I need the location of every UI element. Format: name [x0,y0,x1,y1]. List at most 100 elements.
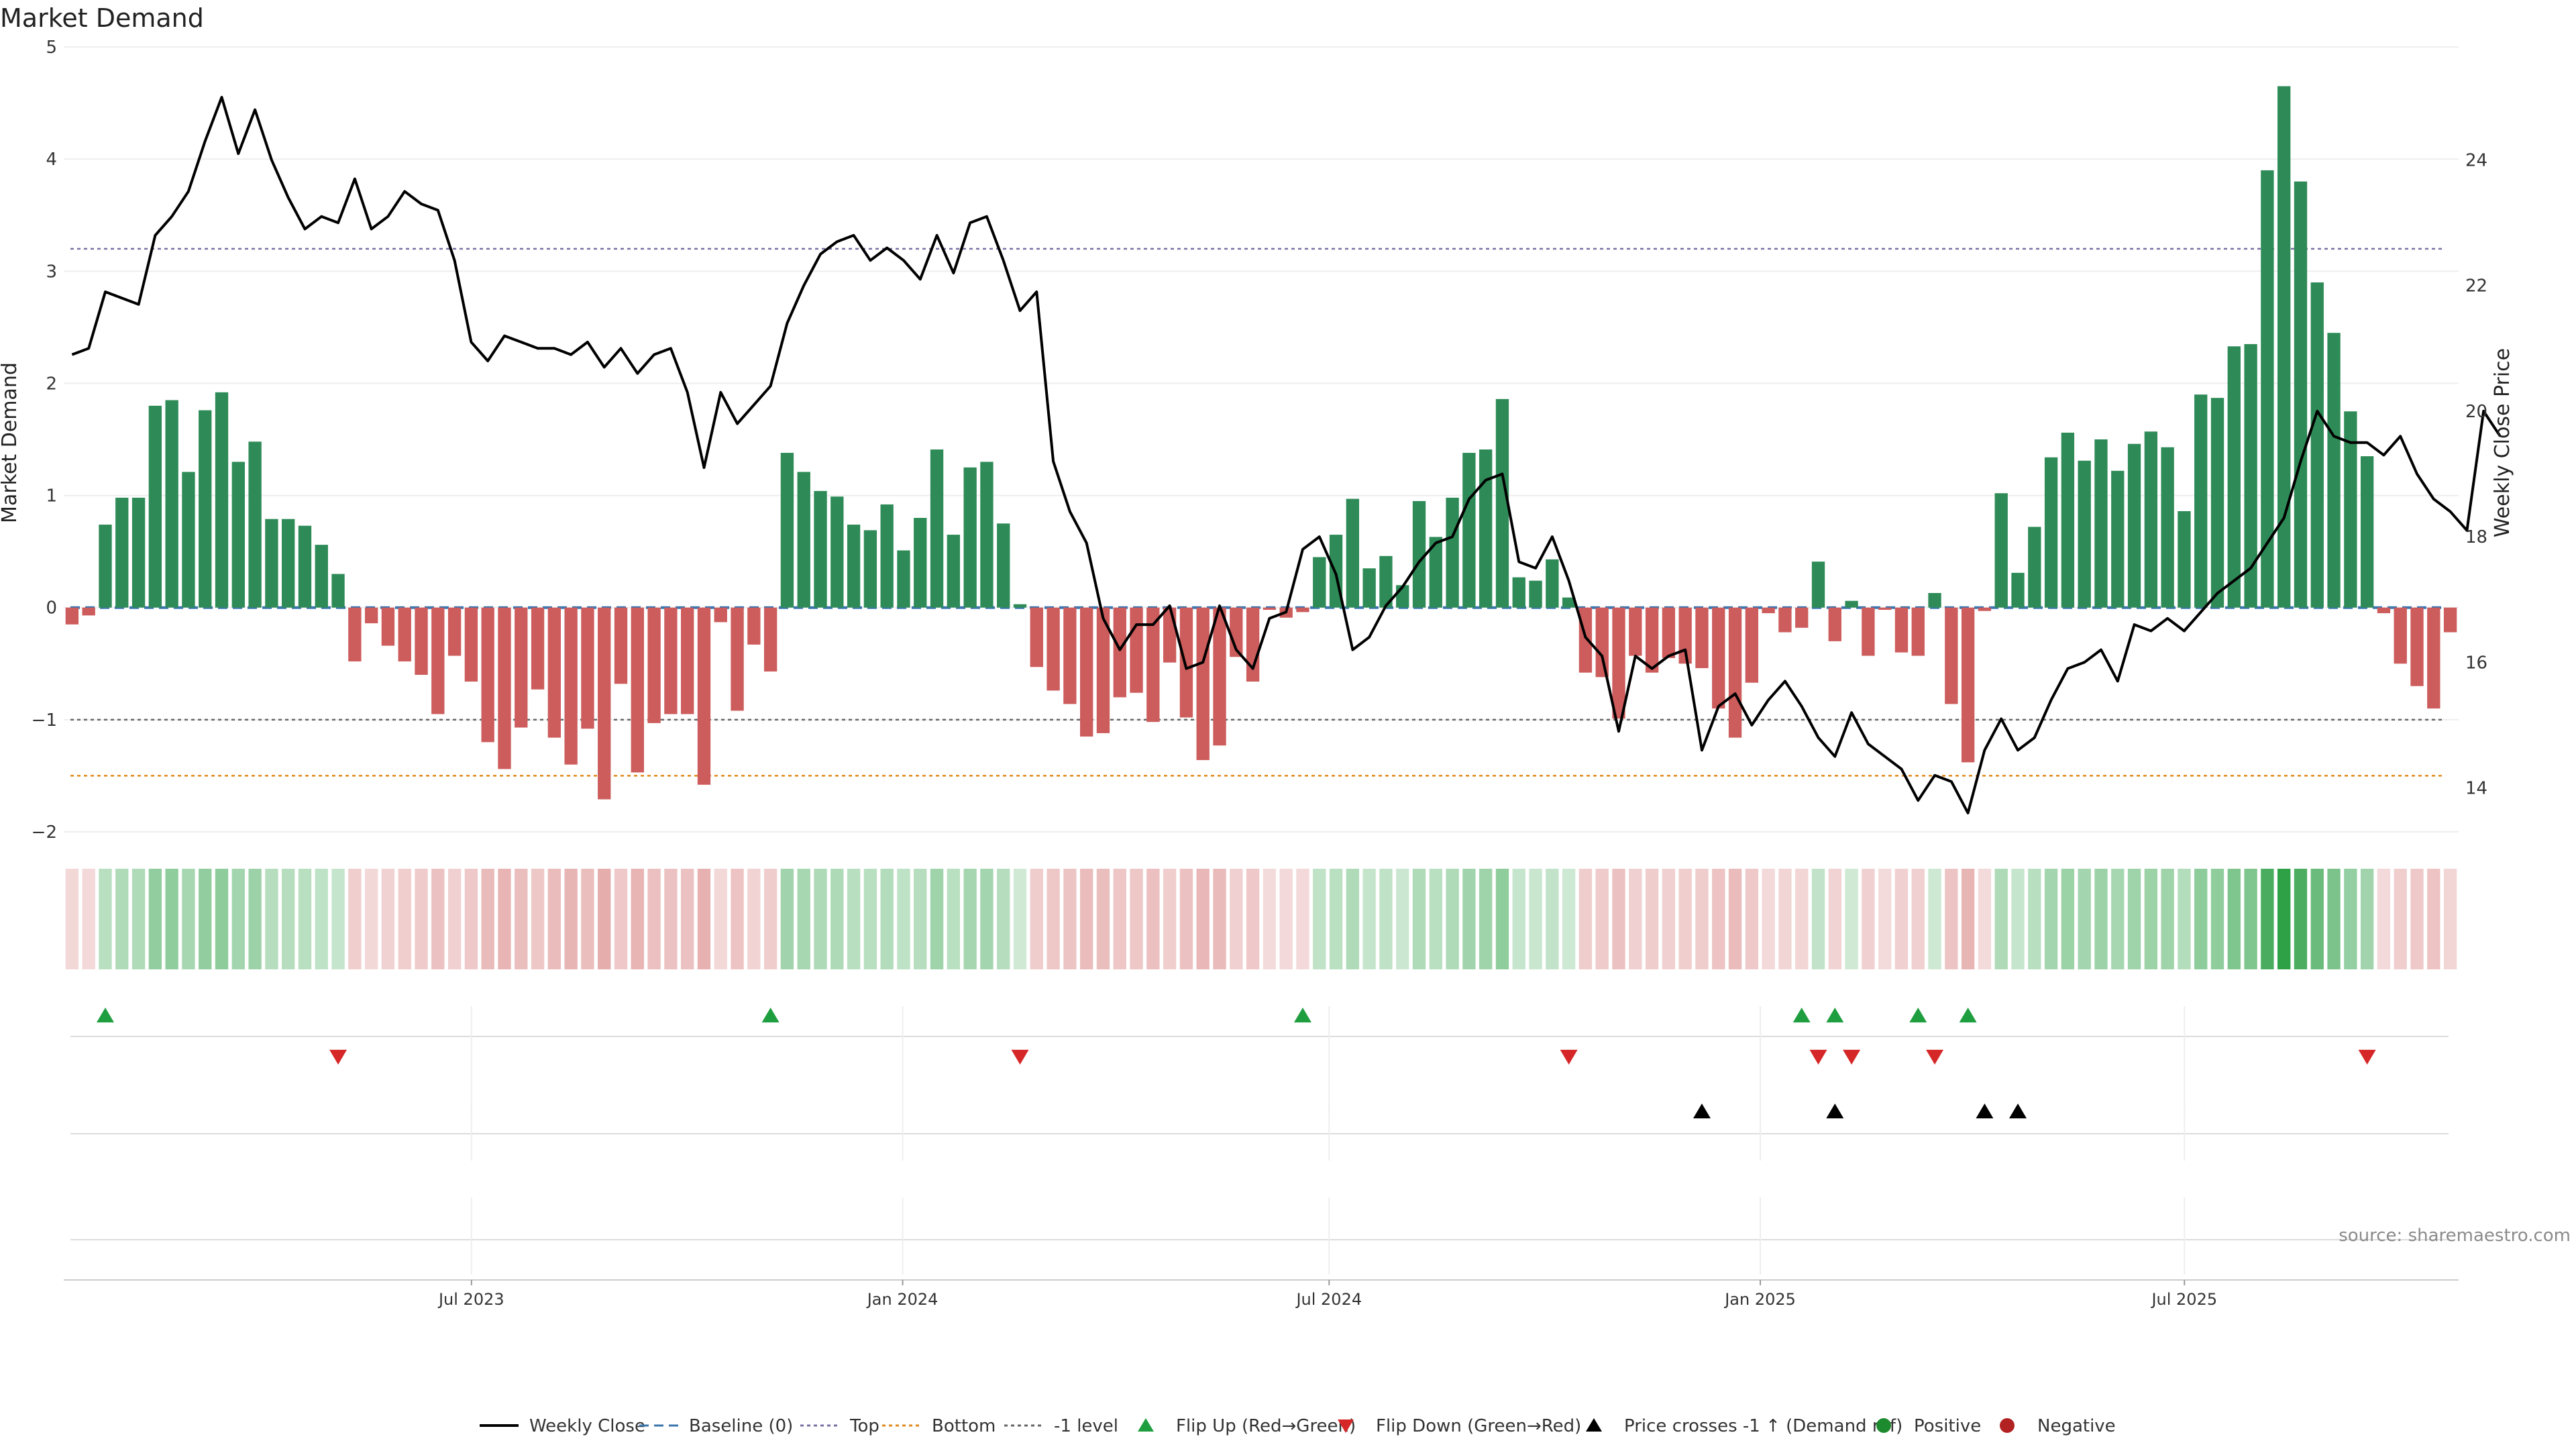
y2-axis-label: Weekly Close Price [2491,348,2514,537]
demand-bar [1246,607,1260,682]
demand-bar [1495,398,1509,608]
heat-cell [1429,869,1442,969]
heat-cell [664,869,678,969]
legend-label: Weekly Close [529,1416,645,1436]
flip-up-marker [1826,1008,1844,1023]
heat-cell [65,869,79,969]
heat-cell [2360,869,2374,969]
heat-cell [681,869,694,969]
demand-bar [598,607,611,800]
heat-cell [2310,869,2324,969]
heat-cell [1063,869,1077,969]
heat-cell [2011,869,2025,969]
demand-bar [1645,607,1659,673]
heat-cell [1629,869,1642,969]
heat-cell [2294,869,2308,969]
demand-bar [1894,607,1909,653]
heat-cell [1396,869,1409,969]
y-tick-label: −1 [32,710,57,731]
legend-label: Negative [2037,1416,2116,1436]
heat-cell [1878,869,1892,969]
demand-bar [1928,592,1941,608]
heat-cell [1080,869,1093,969]
demand-bar [780,453,794,608]
legend-swatch [1138,1418,1154,1432]
demand-bar [1346,498,1360,608]
heat-cell [2377,869,2391,969]
demand-bar [1994,493,2008,608]
heat-cell [1479,869,1493,969]
heat-cell [1845,869,1858,969]
legend-swatch [1876,1418,1891,1433]
heat-cell [1362,869,1376,969]
heat-cell [182,869,195,969]
heat-cell [1279,869,1293,969]
heat-cell [1495,869,1509,969]
demand-bar [431,607,445,714]
demand-bar [1529,580,1542,608]
heat-cell [1612,869,1625,969]
heat-cell [780,869,794,969]
demand-bar [1512,577,1525,608]
demand-bar [664,607,678,714]
demand-bar [1130,607,1143,693]
demand-bar [2144,431,2158,608]
legend-item: Baseline (0) [639,1416,793,1436]
source-note: source: sharemaestro.com [2339,1226,2571,1246]
demand-bar [381,607,395,646]
heat-cell [2344,869,2357,969]
legend-item: Price crosses -1 ↑ (Demand ref) [1586,1416,1902,1436]
heat-cell [614,869,628,969]
heat-cell [498,869,511,969]
demand-bar [2443,607,2457,633]
heat-cell [1712,869,1725,969]
demand-bar [65,607,79,625]
demand-bar [1213,607,1226,746]
heat-cell [947,869,961,969]
demand-bar [814,490,827,608]
flip-down-marker [329,1049,347,1065]
demand-bar [947,535,961,608]
y2-tick-label: 20 [2465,402,2487,422]
heat-cell [2044,869,2058,969]
heat-cell [1645,869,1659,969]
demand-bar [364,607,378,624]
x-tick-label: Jul 2025 [2150,1290,2217,1309]
legend-label: Positive [1914,1416,1981,1436]
demand-bar [2094,439,2108,608]
demand-bar [2227,346,2241,608]
price-cross-marker [1826,1104,1844,1119]
demand-bar [165,400,178,608]
heat-cell [897,869,910,969]
demand-bar [1479,449,1493,608]
heat-cell [2144,869,2158,969]
demand-bar [1313,557,1326,608]
demand-bar [681,607,694,714]
demand-bar [614,607,628,684]
heat-cell [2427,869,2440,969]
demand-bar [1778,607,1792,633]
heat-cell [2244,869,2257,969]
demand-bar [564,607,578,765]
demand-bar [647,607,661,723]
heat-cell [1096,869,1110,969]
demand-bar [2277,86,2291,608]
heat-cell [581,869,594,969]
heat-cell [863,869,877,969]
heat-cell [315,869,328,969]
demand-bar [930,449,944,608]
demand-bar [1911,607,1925,656]
heat-cell [2127,869,2141,969]
demand-bar [1080,607,1093,737]
demand-bar [1146,607,1160,722]
flip-up-marker [1792,1008,1811,1023]
flip-up-marker [761,1008,780,1023]
legend-item: -1 level [1004,1416,1118,1436]
heat-cell [1196,869,1210,969]
demand-bar [1179,607,1193,718]
heat-cell [2261,869,2274,969]
demand-bar [148,405,162,608]
heat-cell [199,869,212,969]
heat-cell [2327,869,2341,969]
